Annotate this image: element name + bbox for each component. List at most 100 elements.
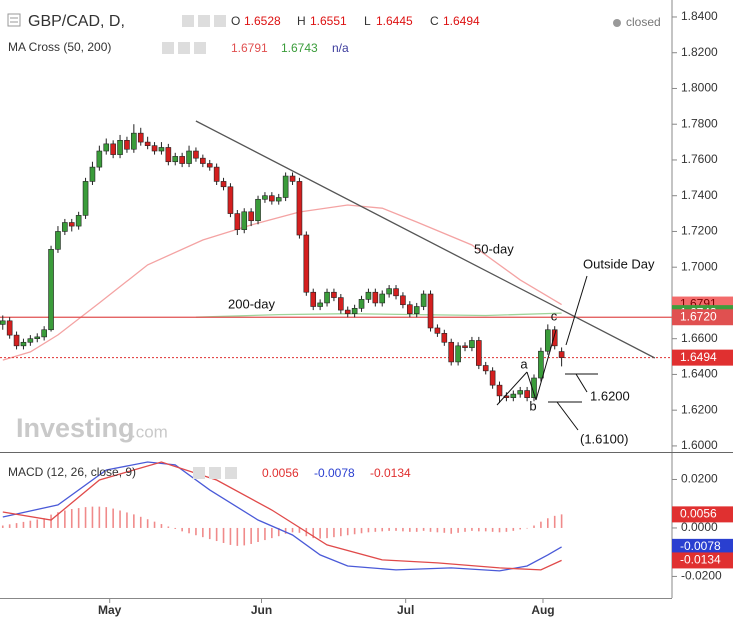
y-tick-label: 0.0200 <box>681 472 718 486</box>
candle-body <box>400 295 406 306</box>
candle-body <box>275 197 282 202</box>
candle-body <box>200 157 206 164</box>
collapse-icon[interactable] <box>7 13 21 27</box>
candle-body <box>131 132 137 150</box>
open-value: 1.6528 <box>244 14 281 28</box>
candle-body <box>20 341 27 347</box>
price-tag-label: -0.0078 <box>680 539 721 553</box>
candle-body <box>137 132 144 143</box>
signal-line <box>2 461 562 571</box>
candle-body <box>96 150 103 168</box>
candle-body <box>517 390 524 395</box>
x-tick-label: Jun <box>251 603 272 617</box>
candle-body <box>75 215 82 227</box>
candle-body <box>413 306 420 314</box>
annotation-line <box>526 371 537 401</box>
close-icon[interactable] <box>214 15 226 27</box>
y-tick-label: 1.6600 <box>681 331 718 345</box>
candle-body <box>241 211 248 230</box>
candle-body <box>227 186 234 214</box>
candle-body <box>68 222 75 227</box>
candle-body <box>324 291 330 304</box>
annotation: a <box>520 356 528 371</box>
price-tag <box>672 349 733 366</box>
status-dot <box>613 19 621 27</box>
candle-body <box>303 234 310 293</box>
ma200-value: 1.6743 <box>281 41 318 55</box>
y-tick-label: 1.7800 <box>681 116 718 130</box>
candle-body <box>448 341 455 363</box>
eye-icon[interactable] <box>193 467 205 479</box>
candle-body <box>0 320 6 325</box>
ma50-line <box>2 204 562 361</box>
candle-body <box>262 195 268 200</box>
candle-body <box>186 150 192 164</box>
candle-body <box>372 291 379 304</box>
candle-body <box>124 140 130 150</box>
candle-body <box>110 143 116 155</box>
annotation: c <box>551 308 558 323</box>
y-tick-label: -0.0200 <box>681 569 722 583</box>
candle-body <box>338 297 344 311</box>
settings-icon[interactable] <box>178 42 190 54</box>
y-tick-label: 1.7000 <box>681 259 718 273</box>
low-value: 1.6445 <box>376 14 413 28</box>
candle-body <box>427 293 434 329</box>
signal-value: -0.0134 <box>370 466 411 480</box>
close-icon[interactable] <box>194 42 206 54</box>
macd-hist-value: 0.0056 <box>262 466 299 480</box>
candle-body <box>248 211 254 222</box>
annotation-line <box>565 275 588 346</box>
x-tick-label: May <box>98 603 122 617</box>
candle-body <box>27 338 34 343</box>
candle-body <box>206 163 213 168</box>
candle-body <box>531 377 537 398</box>
eye-icon[interactable] <box>182 15 194 27</box>
close-value: 1.6494 <box>443 14 480 28</box>
high-label: H <box>297 14 306 28</box>
y-tick-label: 1.6400 <box>681 367 718 381</box>
indicator-name: MA Cross (50, 200) <box>8 40 111 54</box>
price-tag-label: 0.0056 <box>680 507 717 521</box>
candle-body <box>510 393 517 398</box>
high-value: 1.6551 <box>310 14 347 28</box>
candle-body <box>282 175 289 198</box>
close-icon[interactable] <box>225 467 237 479</box>
eye-icon[interactable] <box>162 42 174 54</box>
market-status: closed <box>626 15 661 29</box>
candle-body <box>82 181 89 216</box>
annotation-line <box>575 373 588 393</box>
price-tag <box>672 538 733 555</box>
candle-body <box>469 340 475 348</box>
candle-body <box>358 299 365 309</box>
candle-body <box>234 213 241 230</box>
annotation-line <box>496 371 528 406</box>
candle-body <box>317 302 323 307</box>
y-tick-label: 1.7600 <box>681 152 718 166</box>
annotation-line <box>556 401 579 431</box>
plot-area: 1.60001.62001.64001.66001.68001.70001.72… <box>0 9 733 617</box>
candle-body <box>386 288 392 295</box>
x-tick-label: Aug <box>531 603 554 617</box>
candle-body <box>34 336 41 339</box>
y-tick-label: 1.6200 <box>681 402 718 416</box>
y-tick-label: 1.7200 <box>681 224 718 238</box>
ma200-line <box>195 312 562 318</box>
candle-body <box>379 293 386 304</box>
y-tick-label: 0.0000 <box>681 520 718 534</box>
candle-body <box>462 345 468 348</box>
settings-icon[interactable] <box>209 467 221 479</box>
settings-icon[interactable] <box>198 15 210 27</box>
candle-body <box>103 143 110 152</box>
y-tick-label: 1.8400 <box>681 9 718 23</box>
candle-body <box>351 308 358 314</box>
macd-value: -0.0078 <box>314 466 355 480</box>
annotation: 200-day <box>228 296 275 311</box>
macd-title: MACD (12, 26, close, 9) <box>8 465 136 479</box>
y-tick-label: 1.6000 <box>681 438 718 452</box>
candle-body <box>496 384 503 397</box>
candle-body <box>310 291 317 307</box>
candle-body <box>41 329 47 338</box>
price-tag-label: 1.6494 <box>680 350 717 364</box>
